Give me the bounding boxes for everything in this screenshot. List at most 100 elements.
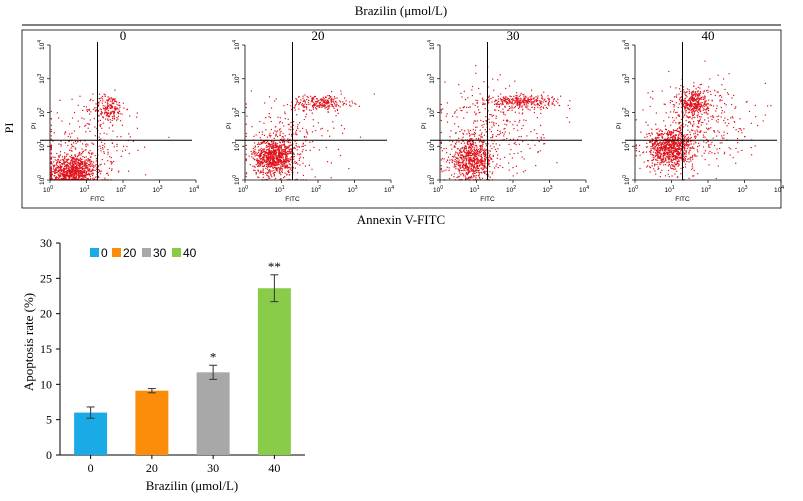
flow-point	[525, 119, 527, 122]
flow-point	[85, 146, 87, 148]
flow-point	[335, 115, 337, 117]
flow-point	[534, 99, 536, 102]
flow-point	[74, 177, 76, 179]
flow-point	[667, 131, 669, 133]
flow-point	[255, 173, 257, 175]
flow-point	[676, 140, 678, 142]
flow-point	[457, 161, 459, 164]
flow-point	[286, 174, 288, 176]
flow-point	[504, 128, 506, 130]
flow-point	[56, 169, 58, 171]
flow-point	[465, 177, 467, 179]
flow-point	[267, 145, 269, 147]
flow-point	[65, 166, 67, 168]
flow-point	[94, 176, 97, 178]
flow-point	[298, 158, 301, 160]
flow-point	[501, 132, 503, 134]
flow-point	[473, 147, 476, 149]
flow-point	[472, 128, 474, 131]
flow-point	[480, 136, 482, 138]
flow-point	[676, 161, 678, 164]
flow-point	[504, 156, 506, 158]
flow-point	[71, 150, 73, 152]
flow-point	[651, 154, 654, 156]
flow-point	[119, 113, 121, 115]
flow-point	[80, 172, 82, 174]
flow-point	[475, 162, 477, 164]
flow-point	[668, 148, 670, 150]
flow-point	[480, 162, 483, 164]
flow-point	[670, 151, 673, 153]
flow-point	[274, 147, 276, 149]
flow-point	[567, 104, 569, 106]
flow-point	[533, 98, 535, 100]
flow-point	[81, 172, 83, 174]
flow-point	[304, 165, 306, 167]
flow-point	[532, 101, 534, 104]
flow-point	[680, 167, 682, 169]
flow-point	[665, 158, 667, 160]
flow-point	[118, 102, 120, 104]
flow-point	[677, 152, 679, 154]
flow-point	[104, 163, 106, 165]
flow-point	[457, 160, 459, 163]
flow-point	[97, 105, 99, 107]
flow-point	[658, 137, 660, 139]
flow-point	[491, 148, 493, 150]
flow-point	[678, 134, 680, 136]
flow-point	[691, 156, 693, 158]
flow-point	[506, 99, 508, 101]
flow-point	[251, 153, 253, 155]
flow-point	[530, 104, 532, 106]
flow-point	[671, 175, 673, 177]
flow-point	[659, 157, 661, 159]
flow-point	[342, 132, 344, 134]
flow-point	[259, 149, 261, 151]
flow-point	[508, 109, 510, 111]
flow-point	[457, 152, 459, 154]
flow-point	[527, 97, 529, 99]
flow-point	[302, 157, 304, 159]
flow-point	[281, 169, 283, 171]
flow-point	[681, 147, 683, 149]
flow-point	[286, 158, 288, 161]
flow-point	[544, 100, 547, 103]
flow-point	[69, 172, 71, 175]
flow-point	[476, 147, 478, 149]
flow-point	[506, 137, 508, 140]
flow-point	[60, 165, 62, 167]
flow-point	[267, 141, 269, 143]
flow-point	[73, 130, 76, 132]
flow-point	[655, 154, 657, 156]
flow-point	[500, 93, 502, 95]
flow-point	[123, 145, 125, 147]
flow-point	[261, 131, 263, 133]
flow-point	[272, 167, 274, 169]
flow-point	[661, 130, 663, 132]
flow-point	[76, 178, 78, 180]
flow-point	[516, 103, 518, 105]
flow-point	[99, 170, 101, 172]
flow-point	[292, 133, 294, 135]
flow-point	[269, 151, 271, 153]
flow-point	[303, 136, 306, 138]
flow-point	[286, 146, 288, 148]
flow-point	[58, 175, 60, 177]
flow-y-tick-label: 104	[427, 40, 436, 50]
flow-point	[680, 134, 682, 136]
flow-point	[291, 156, 293, 158]
flow-point	[473, 143, 475, 145]
flow-point	[307, 96, 309, 98]
flow-point	[535, 101, 537, 103]
flow-point	[495, 150, 498, 153]
flow-point	[476, 166, 478, 168]
flow-point	[301, 103, 304, 105]
flow-point	[667, 157, 669, 159]
flow-point	[537, 97, 539, 99]
flow-point	[62, 159, 65, 161]
flow-point	[519, 105, 521, 107]
flow-point	[656, 157, 658, 159]
flow-point	[511, 109, 513, 111]
flow-point	[263, 161, 265, 163]
flow-point	[503, 133, 505, 135]
